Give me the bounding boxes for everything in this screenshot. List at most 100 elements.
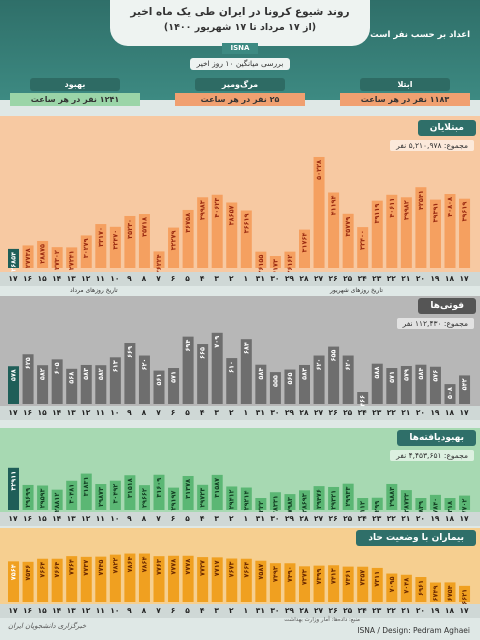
day-label: ۶ xyxy=(170,274,176,283)
bar-label: ۳۲۹۱۱ xyxy=(10,471,18,491)
bar xyxy=(80,556,92,602)
bar xyxy=(429,366,441,404)
bar-label: ۳۶۷۵۸ xyxy=(184,213,192,233)
bar xyxy=(22,484,34,510)
day-label: ۲۱ xyxy=(401,514,411,523)
bar xyxy=(284,494,296,510)
bar-label: ۵۷۱ xyxy=(388,371,396,383)
bar xyxy=(197,484,209,510)
day-label: ۱۲ xyxy=(81,408,91,417)
bar-label: ۵۸۲ xyxy=(97,368,105,380)
day-label: ۱۷ xyxy=(8,606,18,615)
bar xyxy=(22,561,34,602)
bar-label: ۳۰۴۸۱ xyxy=(68,484,76,504)
day-label: ۲۶ xyxy=(328,606,338,615)
bar xyxy=(80,235,92,268)
bar xyxy=(328,565,340,602)
bar xyxy=(124,475,136,510)
bar-label: ۵۸۴ xyxy=(417,368,425,380)
day-label: ۱ xyxy=(243,408,249,417)
day-label: ۲۰ xyxy=(415,606,425,615)
bar-label: ۷۵۴۶ xyxy=(24,565,32,581)
day-label: ۳۱ xyxy=(255,606,265,615)
bar-label: ۲۸۷۳۳ xyxy=(402,493,410,512)
bar xyxy=(153,251,165,268)
bar-label: ۷۳۶۱ xyxy=(344,570,352,586)
day-label: ۴ xyxy=(199,274,205,283)
bar xyxy=(182,336,194,404)
day-label: ۱۳ xyxy=(66,274,76,283)
day-label: ۱۱ xyxy=(95,606,105,615)
bar-label: ۶۲۵ xyxy=(24,357,32,369)
bar xyxy=(8,366,19,404)
bar xyxy=(328,346,340,404)
bar xyxy=(240,558,252,602)
day-label: ۲۱ xyxy=(401,408,411,417)
bar-label: ۲۶۱۵۵ xyxy=(257,255,265,272)
day-label: ۲۸ xyxy=(299,606,309,615)
bar xyxy=(8,248,19,268)
bar-label: ۴۱۱۹۴ xyxy=(330,195,338,215)
bar xyxy=(357,566,369,602)
day-label: ۲۰ xyxy=(415,274,425,283)
day-label: ۱۹ xyxy=(430,606,440,615)
day-label: ۲۲ xyxy=(386,514,396,523)
bar xyxy=(313,355,325,404)
bar-label: ۳۳۱۷۰ xyxy=(97,227,105,247)
bar xyxy=(197,344,209,404)
bar xyxy=(51,489,63,510)
bar xyxy=(226,486,238,510)
day-label: ۲۵ xyxy=(343,274,353,283)
bar-label: ۶۲۰ xyxy=(315,359,323,371)
bar-label: ۷۵۸۷ xyxy=(257,564,265,580)
rate-label: مرگ‌ومیر xyxy=(195,78,285,91)
chart-severe: ۶۶۲۱ ۶۷۵۴ ۶۷۴۹ ۶۹۶۱ ۷۰۴۸ ۷۰۹۵ ۷۳۱۱ ۷۳۵۷ ۷۳۶۱ ۷۴۱۳… xyxy=(8,553,471,604)
day-label: ۹ xyxy=(127,606,132,615)
bar xyxy=(400,197,412,268)
header: روند شیوع کرونا در ایران طی یک ماه اخیر … xyxy=(0,0,480,106)
bar-label: ۷۸۲۲ xyxy=(111,558,119,574)
bar-label: ۵۸۳ xyxy=(301,368,309,380)
day-label: ۱۱ xyxy=(95,408,105,417)
bar xyxy=(342,566,354,602)
bar xyxy=(284,251,296,268)
bar xyxy=(444,582,456,602)
bar-label: ۲۴۱۷۳ xyxy=(271,259,279,272)
day-label: ۶ xyxy=(170,408,176,417)
bar-label: ۴۰۶۱۱ xyxy=(388,198,396,218)
day-label: ۱۷ xyxy=(459,274,469,283)
section-label: مبتلایان xyxy=(417,120,476,136)
bar-label: ۲۸۳۳۱ xyxy=(271,495,279,512)
bar xyxy=(240,210,252,268)
bar-label: ۶۶۲۱ xyxy=(461,589,469,604)
bar-label: ۶۸۴ xyxy=(242,342,250,354)
day-label: ۳ xyxy=(214,274,219,283)
day-label: ۵ xyxy=(185,274,190,283)
section-severe: بیماران با وضعیت حاد ۶۶۲۱ ۶۷۵۴ ۶۷۴۹ ۶۹۶۱ ۷۰۴… xyxy=(0,528,480,604)
day-label: ۲۳ xyxy=(372,606,382,615)
bar-label: ۷۴۹۰ xyxy=(286,566,294,582)
bar-label: ۷۷۷۸ xyxy=(170,559,178,575)
day-label: ۱۹ xyxy=(430,514,440,523)
bar-label: ۵۶۸ xyxy=(68,372,76,384)
day-label: ۱۷ xyxy=(8,274,18,283)
day-label: ۸ xyxy=(141,274,147,283)
bar-label: ۷۴۱۳ xyxy=(330,568,338,584)
bar-label: ۷۶۶۴ xyxy=(242,562,250,578)
bar-label: ۲۸۸۱۲ xyxy=(53,493,61,512)
bar xyxy=(313,486,325,510)
bar xyxy=(313,156,325,268)
bar-label: ۲۹۷۲۳ xyxy=(199,488,207,508)
average-note: بررسی میانگین ۱۰ روز اخیر xyxy=(190,58,290,70)
bar-label: ۷۰۹۵ xyxy=(388,577,396,593)
rate-value: ۱۲۴۱ نفر در هر ساعت xyxy=(10,93,140,106)
day-label: ۱۲ xyxy=(81,606,91,615)
day-axis-deaths: ۱۷ ۱۶ ۱۵ ۱۴ ۱۳ ۱۲ ۱۱ ۱۰ ۹ ۸ ۷ ۶ ۵ ۴ ۳ ۲ ۱ ۳۱ ۳۰ ۲۹ ۲۸ ۲۷ ۲۶ ۲۵ ۲… xyxy=(0,406,480,420)
bar-label: ۳۵۲۳۰ xyxy=(126,219,134,239)
day-label: ۲۹ xyxy=(284,514,295,523)
page-title: روند شیوع کرونا در ایران طی یک ماه اخیر xyxy=(130,6,350,18)
bar xyxy=(168,487,180,510)
day-label: ۱۱ xyxy=(95,274,105,283)
bar xyxy=(299,364,310,404)
bar xyxy=(371,200,383,268)
